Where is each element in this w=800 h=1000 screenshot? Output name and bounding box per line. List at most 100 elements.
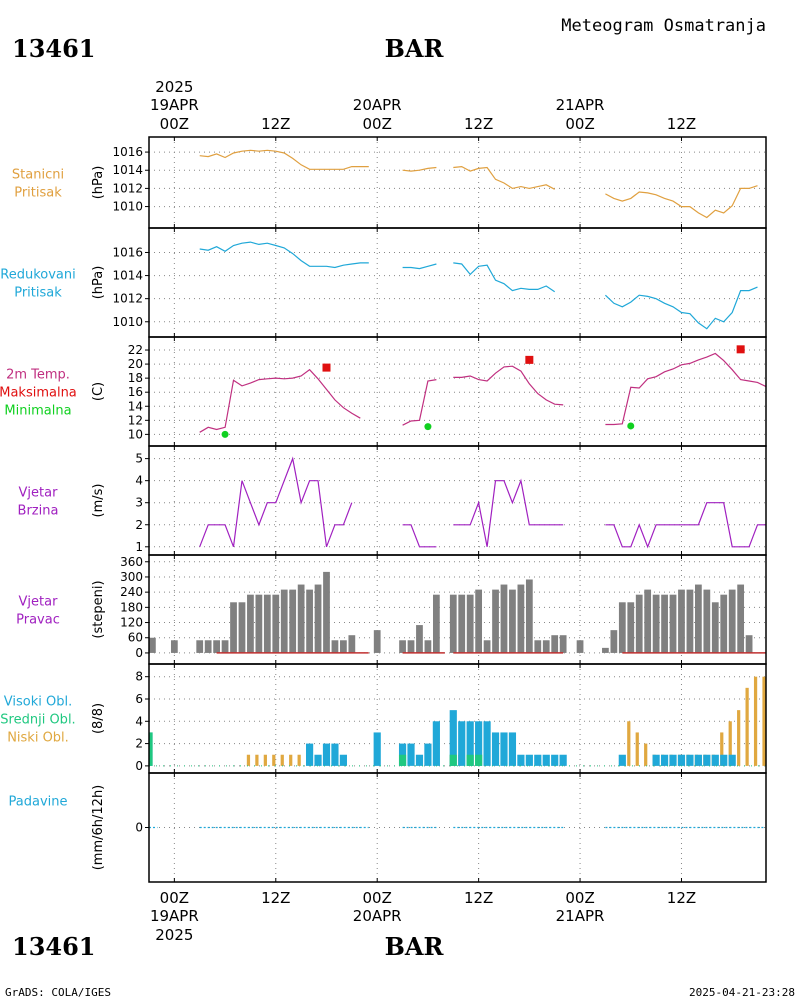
wind-direction-bar xyxy=(711,602,719,653)
year-label-bottom: 2025 xyxy=(155,926,193,944)
cloud-bar-visoki-obl- xyxy=(618,754,626,766)
y-tick-label: 18 xyxy=(128,371,143,385)
y-tick-label: 1012 xyxy=(112,292,143,306)
cloud-bar-visoki-obl- xyxy=(720,754,728,766)
y-tick-label: 0 xyxy=(135,646,143,660)
y-tick-label: 1 xyxy=(135,540,143,554)
panel-label-line: Maksimalna xyxy=(0,386,77,401)
cloud-bar-visoki-obl- xyxy=(703,754,711,766)
wind-direction-bar xyxy=(644,589,652,653)
cloud-bar-visoki-obl- xyxy=(728,754,736,766)
cloud-bar-niski-obl- xyxy=(297,754,301,766)
y-tick-label: 120 xyxy=(120,616,143,630)
cloud-bar-niski-obl- xyxy=(762,676,766,766)
cloud-bar-srednji-obl- xyxy=(149,732,153,766)
cloud-bar-visoki-obl- xyxy=(559,754,567,766)
hour-tick-label-top: 00Z xyxy=(363,115,392,133)
panel-label-line: Pritisak xyxy=(14,286,62,301)
series-line-wind_speed xyxy=(199,456,353,548)
y-tick-label: 2 xyxy=(135,518,143,532)
hour-tick-label-bottom: 00Z xyxy=(565,889,594,907)
wind-direction-bar xyxy=(720,594,728,653)
cloud-bar-visoki-obl- xyxy=(694,754,702,766)
series-line-temperature xyxy=(199,368,361,433)
panel-station_pressure: 1010 1012 1014 1016 (hPa) Stanicni Pritisak xyxy=(12,136,767,229)
cloud-bar-visoki-obl- xyxy=(424,743,432,766)
station-name-top: BAR xyxy=(385,34,445,63)
y-tick-label: 8 xyxy=(135,670,143,684)
y-tick-label: 360 xyxy=(120,555,143,569)
wind-direction-bar xyxy=(635,594,643,653)
day-label-top: 20APR xyxy=(353,96,402,114)
year-label-top: 2025 xyxy=(155,78,193,96)
wind-direction-bar xyxy=(289,589,297,653)
y-tick-label: 22 xyxy=(128,343,143,357)
cloud-bar-visoki-obl- xyxy=(525,754,533,766)
hour-tick-label-top: 12Z xyxy=(261,115,290,133)
cloud-bar-visoki-obl- xyxy=(475,721,483,766)
y-axis-label: (mm/6h/12h) xyxy=(91,785,106,871)
wind-direction-bar xyxy=(466,594,474,653)
panel-frame xyxy=(148,227,767,338)
day-label-top: 21APR xyxy=(556,96,605,114)
day-label-bottom: 19APR xyxy=(150,907,199,925)
cloud-bar-visoki-obl- xyxy=(534,754,542,766)
y-tick-label: 1014 xyxy=(112,163,143,177)
series-line-station_pressure xyxy=(605,185,758,219)
wind-direction-bar xyxy=(669,594,677,653)
cloud-bar-niski-obl- xyxy=(728,721,732,766)
cloud-bar-niski-obl- xyxy=(289,754,293,766)
wind-direction-bar xyxy=(483,640,491,653)
series-line-reduced_pressure xyxy=(453,262,556,293)
wind-direction-bar xyxy=(534,640,542,653)
y-tick-label: 0 xyxy=(135,821,143,835)
wind-direction-bar xyxy=(475,589,483,653)
wind-direction-bar xyxy=(525,579,533,653)
series-line-temperature xyxy=(453,365,564,406)
cloud-bar-visoki-obl- xyxy=(652,754,660,766)
min-temp-marker xyxy=(627,422,635,430)
y-tick-label: 10 xyxy=(128,427,143,441)
y-tick-label: 20 xyxy=(128,357,143,371)
cloud-bar-niski-obl- xyxy=(263,754,267,766)
cloud-bar-visoki-obl- xyxy=(551,754,559,766)
wind-direction-bar xyxy=(551,635,559,653)
wind-direction-bar xyxy=(221,640,229,653)
y-tick-label: 1010 xyxy=(112,315,143,329)
cloud-bar-niski-obl- xyxy=(745,687,749,766)
y-tick-label: 6 xyxy=(135,692,143,706)
wind-direction-bar xyxy=(458,594,466,653)
panel-label-line: 2m Temp. xyxy=(6,368,70,383)
wind-direction-bar xyxy=(509,589,516,653)
product-title: Meteogram Osmatranja xyxy=(561,16,766,36)
station-id-bottom: 13461 xyxy=(12,932,96,961)
wind-direction-bar xyxy=(348,635,356,653)
cloud-bar-visoki-obl- xyxy=(660,754,669,766)
render-timestamp: 2025-04-21-23:28 xyxy=(689,986,795,999)
cloud-bar-visoki-obl- xyxy=(458,721,466,766)
min-temp-marker xyxy=(221,430,229,438)
wind-direction-bar xyxy=(737,584,745,653)
wind-direction-bar xyxy=(247,594,254,653)
y-tick-label: 300 xyxy=(120,570,143,584)
wind-direction-bar xyxy=(238,602,246,653)
cloud-bar-srednji-obl- xyxy=(398,754,407,766)
cloud-bar-niski-obl- xyxy=(720,732,724,766)
series-line-wind_speed xyxy=(402,524,437,548)
series-line-temperature xyxy=(605,352,767,426)
hour-tick-label-top: 12Z xyxy=(464,115,493,133)
day-label-bottom: 21APR xyxy=(556,907,605,925)
wind-direction-bar xyxy=(255,594,263,653)
wind-direction-bar xyxy=(407,640,415,653)
wind-direction-bar xyxy=(728,589,736,653)
y-tick-label: 240 xyxy=(120,585,143,599)
hour-tick-label-top: 00Z xyxy=(565,115,594,133)
y-tick-label: 16 xyxy=(128,385,143,399)
series-line-reduced_pressure xyxy=(402,263,437,270)
panel-frame xyxy=(148,772,767,883)
cloud-bar-visoki-obl- xyxy=(711,754,719,766)
cloud-bar-niski-obl- xyxy=(246,754,251,766)
panel-label-line: Stanicni xyxy=(12,168,64,183)
